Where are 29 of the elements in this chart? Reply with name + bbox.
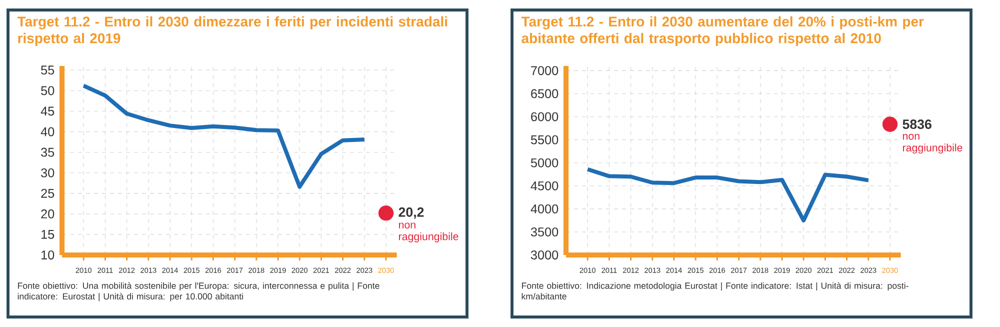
y-tick-label: 20 — [41, 209, 54, 218]
y-tick-label: 5000 — [530, 158, 558, 168]
y-tick-label: 4500 — [530, 181, 558, 190]
y-tick-label: 6500 — [531, 89, 558, 98]
data-label: 20,2 — [398, 207, 424, 219]
line-series — [586, 167, 870, 222]
y-tick-label: 6000 — [531, 112, 558, 122]
y-tick-label: 3500 — [530, 227, 558, 236]
chart-title: Target 11.2 - Entro il 2030 aumentare del 20% i posti-km per abitante offerti dal trasporto pubblico rispetto al 2010 — [521, 16, 924, 46]
y-tick-label: 4000 — [530, 204, 558, 214]
y-tick-label: 40 — [40, 127, 54, 136]
annotation: non raggiungibile — [902, 134, 962, 154]
y-tick-label: 45 — [40, 106, 54, 116]
y-tick-label: 35 — [41, 148, 54, 157]
annotation: non raggiungibile — [398, 222, 458, 242]
y-tick-label: 15 — [42, 230, 54, 239]
source-note: Fonte obiettivo: Indicazione metodologia Eurostat | Fonte indicatore: Istat | Unità di misura: posti-km/abitante — [522, 282, 908, 300]
y-tick-label: 5500 — [530, 135, 558, 144]
y-tick-label: 10 — [42, 250, 54, 260]
y-tick-label: 25 — [41, 188, 54, 198]
data-label: 5836 — [902, 120, 932, 129]
chart-title: Target 11.2 - Entro il 2030 dimezzare i feriti per incidenti stradali rispetto al 2019 — [17, 16, 448, 46]
line-series — [82, 84, 366, 189]
y-tick-label: 50 — [41, 86, 54, 96]
source-note: Fonte obiettivo: Una mobilità sostenibile per l'Europa: sicura, interconnessa e pulita | Fonte indicatore: Eurostat | Unità di misura: per 10.000 abitanti — [18, 282, 380, 302]
y-tick-label: 30 — [41, 168, 54, 178]
y-tick-label: 55 — [41, 66, 54, 75]
y-tick-label: 3000 — [530, 250, 558, 260]
y-tick-label: 7000 — [531, 66, 558, 76]
